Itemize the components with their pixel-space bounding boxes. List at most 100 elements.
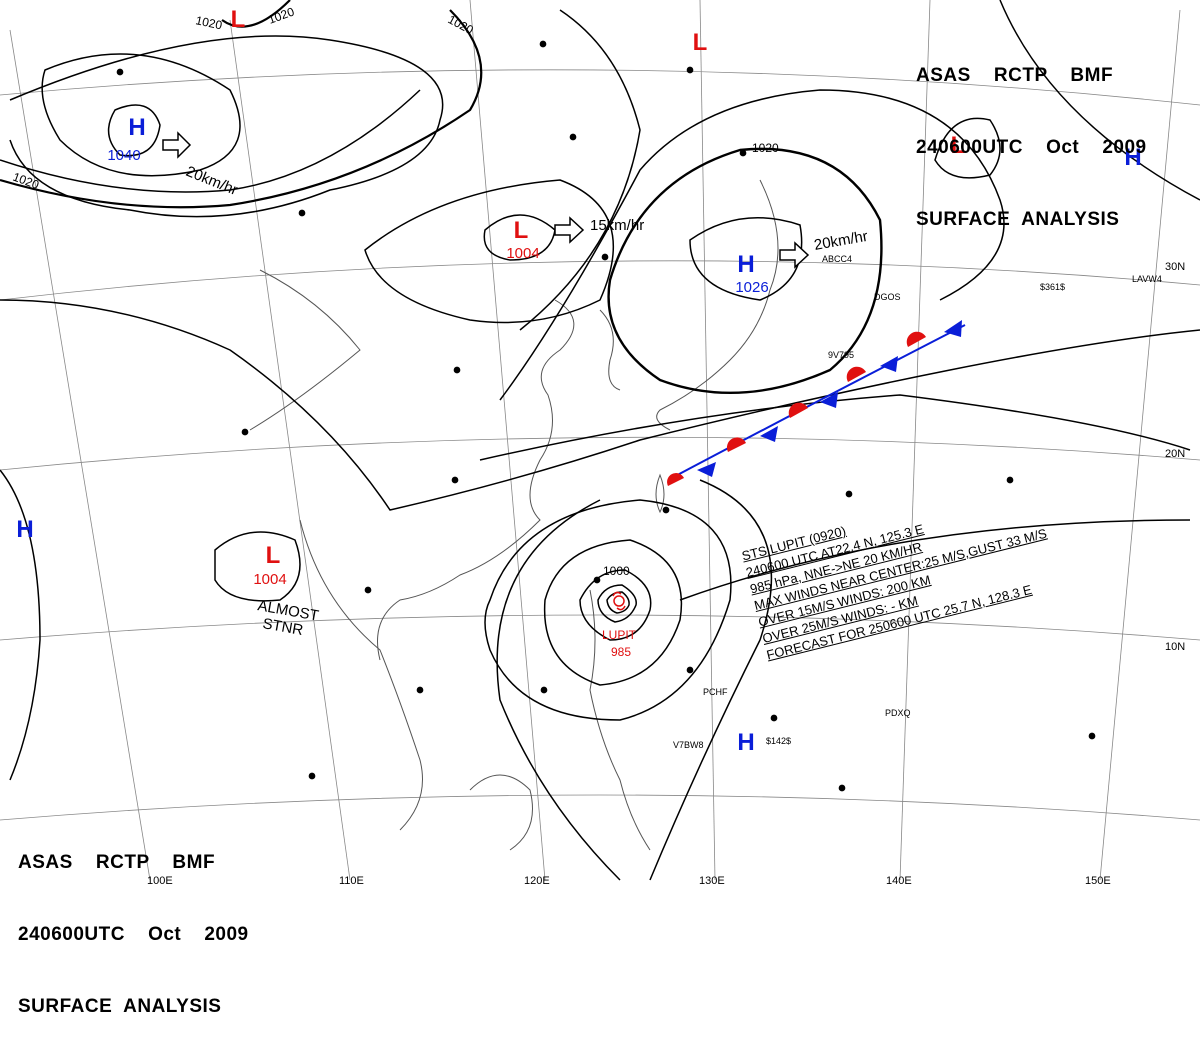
- meridian-150e: [1099, 9, 1181, 881]
- station-dot: [416, 686, 424, 694]
- motion-arrow-3: [779, 241, 810, 269]
- pressure-centers: H 1040 L L 1004 L H 1026 L H H L 1004 H: [16, 6, 1141, 756]
- isobar-value: 1020: [11, 170, 41, 192]
- isobar-typhoon-1000: [579, 569, 652, 641]
- high-center-letter: H: [128, 114, 145, 141]
- header-line: SURFACE ANALYSIS: [18, 996, 222, 1017]
- station-dot: [364, 586, 372, 594]
- isobar-ne-wide: [999, 0, 1200, 201]
- station-dot: [1088, 732, 1096, 740]
- isobar-southern-loop: [496, 499, 621, 881]
- longitude-label: 140E: [886, 875, 912, 887]
- station-dot: [451, 476, 459, 484]
- station-code: ABCC4: [822, 254, 852, 264]
- longitude-label: 150E: [1085, 875, 1111, 887]
- station-dot: [1006, 476, 1014, 484]
- isobar-west-edge: [0, 469, 41, 781]
- station-code: $142$: [766, 736, 791, 746]
- meridian-110e: [229, 19, 351, 881]
- isobar-1020-north-b: [0, 89, 421, 193]
- korea-peninsula: [599, 309, 621, 391]
- china-coast: [377, 299, 575, 661]
- isobar-value: 1020: [194, 13, 223, 32]
- weather-map: H 1040 L L 1004 L H 1026 L H H L 1004 H …: [0, 0, 1200, 887]
- high-center-letter: H: [1124, 144, 1141, 171]
- isobar-1020-top: [221, 0, 291, 28]
- front-warm-5: [906, 331, 926, 347]
- typhoon-spiral: [612, 591, 626, 611]
- station-dot: [540, 686, 548, 694]
- station-codes: ABCC4 DGOS 9V795 $361$ LAVW4 PCHF V7BW8 …: [673, 254, 1162, 750]
- isobar-typhoon-r2: [606, 591, 630, 614]
- isobar-south-band: [479, 394, 1191, 461]
- high-center-value: 1040: [107, 147, 140, 164]
- high-center-letter: H: [16, 516, 33, 543]
- isobar-low-1004-inner: [483, 214, 556, 261]
- front-cold-4: [880, 356, 898, 372]
- typhoon-name: LUPIT: [602, 628, 637, 642]
- parallel-40n: [0, 69, 1200, 106]
- station-dot: [298, 209, 306, 217]
- isobar-h1040-inner: [107, 104, 161, 157]
- header-line: ASAS RCTP BMF: [18, 852, 216, 873]
- station-code: DGOS: [874, 292, 901, 302]
- isobar-low-wide: [519, 9, 641, 331]
- header-line: 240600UTC Oct 2009: [916, 137, 1147, 158]
- low-center-letter: L: [266, 542, 281, 569]
- motion-arrow-1: [162, 131, 192, 159]
- station-dot: [838, 784, 846, 792]
- station-dot: [686, 66, 694, 74]
- isobar-1020-north: [0, 9, 483, 209]
- isobar-value: 1020: [752, 141, 779, 155]
- low-center-letter: L: [951, 132, 966, 159]
- parallel-10n: [0, 614, 1200, 641]
- taiwan: [655, 473, 665, 514]
- japan-islands: [656, 179, 779, 431]
- station-dot: [569, 133, 577, 141]
- high-center-letter: H: [737, 729, 754, 756]
- low-center-value: 1004: [253, 571, 286, 588]
- stationary-label: STNR: [261, 615, 304, 639]
- motion-speed-label: 20km/hr: [184, 163, 241, 199]
- longitude-label: 130E: [699, 875, 725, 887]
- isobar-low-1004-outer: [364, 179, 615, 324]
- indochina: [299, 519, 423, 831]
- latitude-label: 30N: [1165, 261, 1185, 273]
- isobars: [0, 0, 1200, 881]
- header-line: SURFACE ANALYSIS: [916, 209, 1120, 230]
- front-cold-1: [697, 462, 716, 477]
- low-center-letter: L: [693, 29, 708, 56]
- front-line: [667, 324, 966, 481]
- latitude-label: 20N: [1165, 448, 1185, 460]
- coordinate-labels: 100E 110E 120E 130E 140E 150E 30N 20N 10…: [147, 261, 1185, 887]
- front-cold-2: [760, 426, 778, 442]
- borneo: [469, 774, 533, 851]
- isobar-h1026-1020: [607, 147, 883, 395]
- station-dot: [308, 772, 316, 780]
- station-dot: [539, 40, 547, 48]
- parallel-30n: [0, 260, 1200, 301]
- longitude-label: 120E: [524, 875, 550, 887]
- latitude-label: 10N: [1165, 641, 1185, 653]
- header-top-right: ASAS RCTP BMF 240600UTC Oct 2009 SURFACE…: [916, 16, 1147, 256]
- station-code: LAVW4: [1132, 274, 1162, 284]
- station-dot: [845, 490, 853, 498]
- isobar-h1026-outer: [499, 89, 1005, 401]
- isobar-ne-low: [934, 117, 1001, 179]
- philippines: [589, 589, 651, 851]
- inner-asia-border: [249, 269, 361, 431]
- meridian-130e: [699, 0, 716, 881]
- front-cold-3: [820, 392, 838, 408]
- station-dot: [662, 506, 670, 514]
- typhoon-labels: LUPIT 985: [602, 628, 637, 659]
- station-code: PCHF: [703, 687, 728, 697]
- isobar-value: 1020: [266, 4, 296, 26]
- low-center-letter: L: [231, 6, 246, 33]
- station-dot: [770, 714, 778, 722]
- high-center-letter: H: [737, 251, 754, 278]
- isobar-h1040-mid: [41, 53, 241, 177]
- isobar-h1040-outer: [9, 35, 444, 218]
- front-warm-4: [846, 366, 866, 382]
- longitude-label: 100E: [147, 875, 173, 887]
- station-dot: [686, 666, 694, 674]
